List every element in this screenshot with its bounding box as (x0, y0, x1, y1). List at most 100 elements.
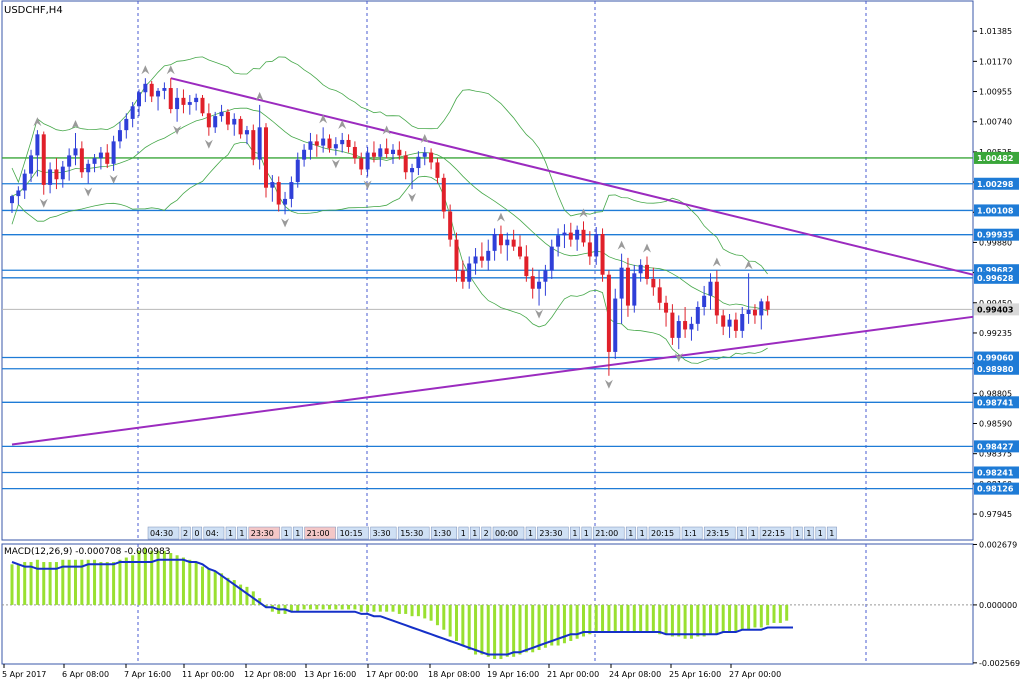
candle[interactable] (16, 186, 21, 205)
candle[interactable] (511, 229, 516, 251)
candle[interactable] (657, 278, 662, 310)
candle[interactable] (333, 137, 338, 156)
candle[interactable] (137, 89, 141, 117)
candle[interactable] (600, 228, 605, 282)
candle[interactable] (416, 151, 421, 176)
candle[interactable] (98, 146, 103, 170)
candle[interactable] (473, 248, 478, 275)
candle[interactable] (200, 95, 205, 117)
candle[interactable] (232, 113, 237, 136)
candle[interactable] (619, 253, 624, 324)
candle[interactable] (143, 78, 148, 103)
candle[interactable] (86, 159, 91, 184)
candle[interactable] (594, 226, 599, 265)
candle[interactable] (346, 134, 351, 153)
candle[interactable] (295, 152, 300, 188)
candle[interactable] (752, 304, 757, 324)
candle[interactable] (721, 309, 726, 336)
candle[interactable] (575, 225, 580, 251)
candle[interactable] (664, 295, 669, 327)
candle[interactable] (645, 256, 649, 285)
candle[interactable] (289, 176, 294, 208)
candle[interactable] (448, 204, 453, 247)
candle[interactable] (302, 144, 307, 167)
candle[interactable] (429, 148, 434, 170)
candle[interactable] (79, 141, 84, 178)
candle[interactable] (708, 273, 713, 310)
candle[interactable] (149, 81, 154, 103)
candle[interactable] (378, 144, 383, 167)
candle[interactable] (238, 116, 243, 139)
candle[interactable] (740, 306, 745, 338)
candle[interactable] (403, 151, 408, 180)
candle[interactable] (327, 134, 332, 153)
candle[interactable] (613, 288, 618, 359)
candle[interactable] (213, 111, 218, 133)
candle[interactable] (638, 259, 643, 282)
candle[interactable] (441, 173, 446, 219)
candle[interactable] (556, 228, 561, 257)
candle[interactable] (105, 144, 110, 169)
candle[interactable] (651, 267, 656, 296)
candle[interactable] (435, 158, 440, 184)
candle[interactable] (702, 285, 707, 316)
candle[interactable] (41, 131, 46, 195)
candle[interactable] (530, 267, 535, 299)
candle[interactable] (733, 312, 738, 338)
candle[interactable] (549, 239, 554, 279)
candle[interactable] (422, 146, 427, 166)
candle[interactable] (562, 224, 567, 249)
candle[interactable] (54, 158, 59, 190)
candle[interactable] (505, 232, 510, 261)
candle[interactable] (60, 161, 65, 188)
candle[interactable] (162, 82, 167, 100)
candle[interactable] (397, 141, 402, 160)
candle[interactable] (568, 222, 573, 247)
candle[interactable] (606, 270, 611, 376)
candle[interactable] (714, 270, 719, 324)
candle[interactable] (365, 146, 370, 177)
candle[interactable] (410, 163, 415, 190)
candle[interactable] (264, 123, 268, 198)
candle[interactable] (670, 304, 675, 345)
candle[interactable] (67, 148, 72, 181)
candle[interactable] (486, 239, 491, 271)
candle[interactable] (537, 270, 542, 306)
candle[interactable] (124, 113, 129, 139)
candle[interactable] (130, 102, 135, 128)
candle[interactable] (492, 228, 497, 261)
candle[interactable] (340, 132, 345, 153)
candle[interactable] (111, 135, 116, 171)
candle[interactable] (117, 121, 122, 149)
candle[interactable] (479, 242, 484, 268)
candle[interactable] (219, 104, 224, 122)
candle[interactable] (168, 78, 173, 114)
candle[interactable] (524, 245, 529, 282)
candle[interactable] (181, 89, 186, 114)
candle[interactable] (371, 141, 376, 163)
candle[interactable] (92, 153, 97, 173)
candle[interactable] (187, 95, 192, 115)
candle[interactable] (194, 93, 199, 111)
candle[interactable] (625, 257, 630, 317)
candle[interactable] (587, 231, 592, 265)
candle[interactable] (460, 260, 465, 289)
candle[interactable] (10, 194, 14, 213)
candle[interactable] (746, 273, 751, 324)
candle[interactable] (543, 264, 548, 296)
candle[interactable] (314, 134, 319, 157)
candle[interactable] (581, 221, 586, 247)
candle[interactable] (518, 235, 522, 260)
candle[interactable] (244, 125, 249, 145)
candle[interactable] (359, 152, 364, 176)
trendline-support[interactable] (11, 315, 974, 446)
candle[interactable] (467, 256, 472, 289)
candle[interactable] (391, 144, 395, 164)
candle[interactable] (498, 225, 503, 254)
candle[interactable] (689, 316, 694, 341)
candle[interactable] (270, 175, 275, 202)
candle[interactable] (384, 138, 389, 159)
candle[interactable] (156, 88, 161, 111)
candle[interactable] (632, 264, 637, 313)
